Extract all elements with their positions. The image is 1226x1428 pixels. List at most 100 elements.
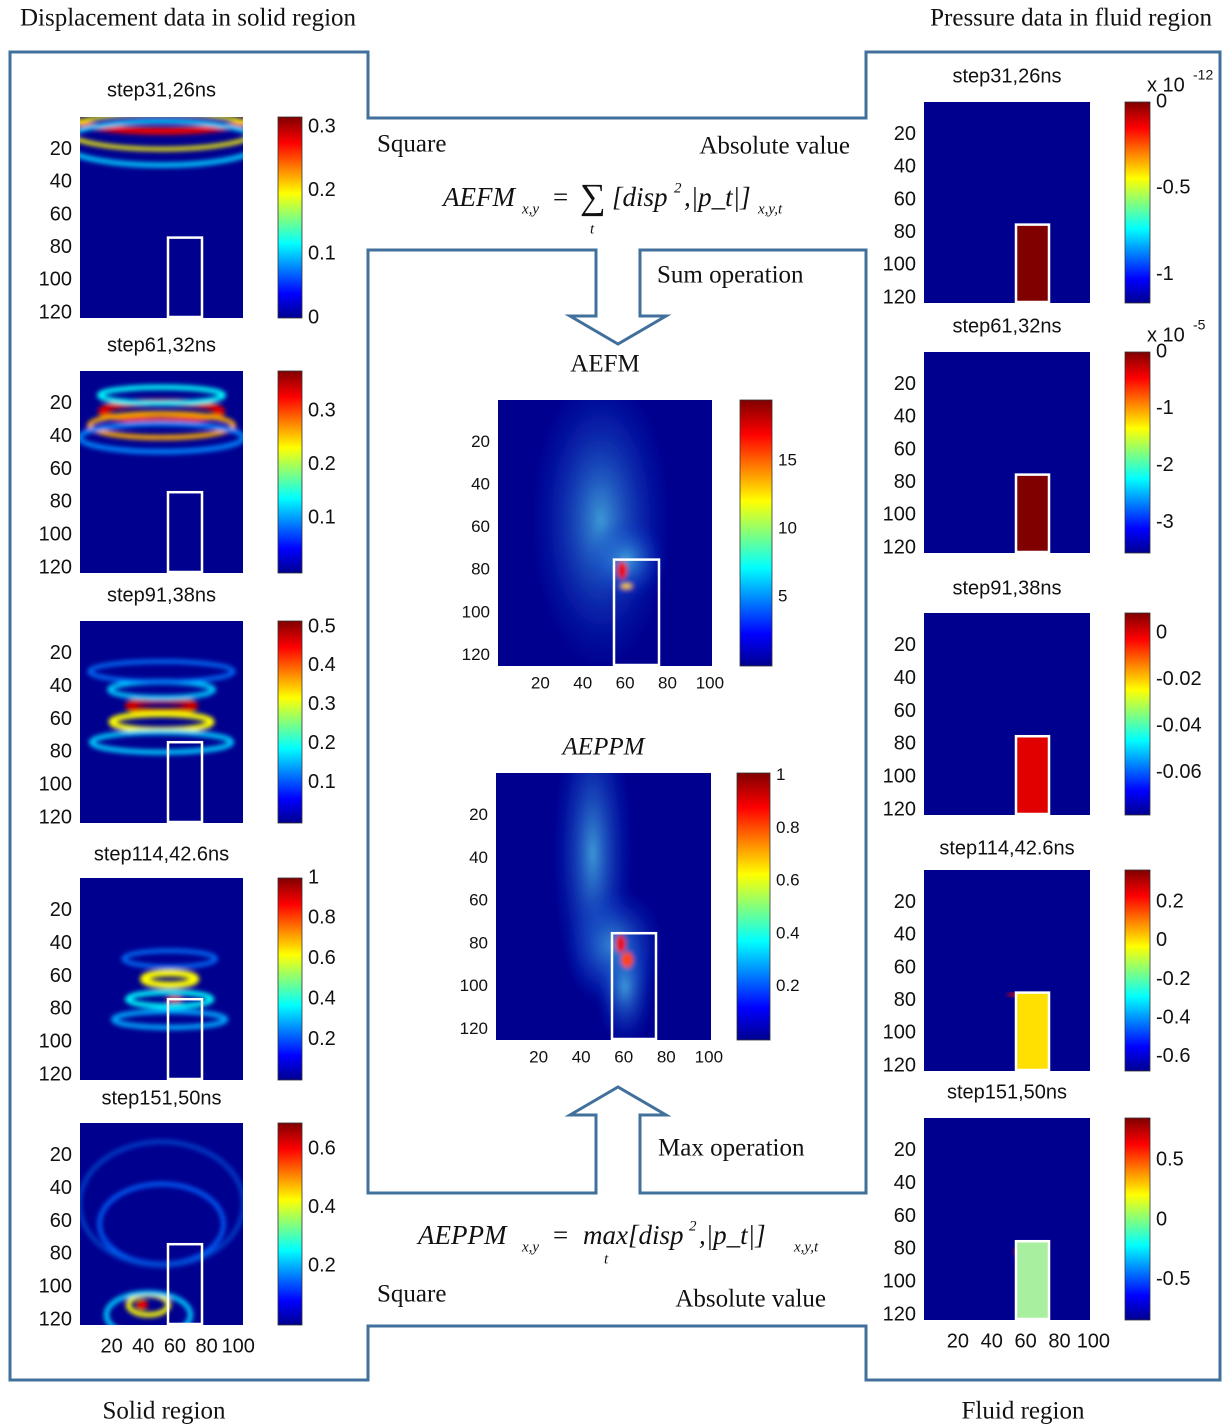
- inner-frame: [366, 248, 868, 1195]
- colorbar-tick-label: 0: [1156, 90, 1167, 112]
- colorbar-tick-label: 0.6: [308, 1138, 336, 1160]
- colorbar-tick-label: 0.5: [1156, 1149, 1184, 1171]
- y-tick-label: 20: [894, 634, 916, 656]
- y-tick-label: 20: [471, 432, 490, 451]
- formula-part: =: [553, 1220, 568, 1250]
- defect: [1014, 991, 1051, 1072]
- y-tick-label: 20: [50, 642, 72, 664]
- formula-sub: t: [590, 221, 595, 237]
- y-tick-label: 100: [883, 504, 916, 526]
- colorbar-tick-label: 0: [1156, 929, 1167, 951]
- colorbar: [1124, 101, 1151, 304]
- defect: [610, 931, 658, 1041]
- y-tick-label: 60: [50, 203, 72, 225]
- wave-front: [103, 1290, 193, 1325]
- hot-spot: [620, 583, 633, 590]
- colorbar-tick-label: 0.5: [308, 615, 336, 637]
- colorbar-tick-label: 5: [778, 586, 787, 605]
- y-tick-label: 20: [50, 1144, 72, 1166]
- wave-front: [80, 421, 243, 455]
- panel-title: step151,50ns: [947, 1081, 1067, 1103]
- x-tick-label: 80: [658, 673, 677, 692]
- heatmap: [924, 352, 1090, 553]
- heatmap-field: [87, 659, 236, 755]
- heatmap-field: [80, 1139, 243, 1325]
- x-tick-label: 40: [572, 1047, 591, 1066]
- y-tick-label: 120: [39, 806, 72, 828]
- y-tick-label: 60: [894, 956, 916, 978]
- y-tick-label: 40: [894, 924, 916, 946]
- y-tick-label: 100: [39, 1276, 72, 1298]
- heatmap: [924, 102, 1090, 303]
- heatmap-field: [80, 384, 243, 455]
- x-tick-label: 100: [695, 1047, 723, 1066]
- wave-front: [87, 411, 236, 441]
- colorbar-tick-label: 0.2: [776, 976, 800, 995]
- y-tick-label: 40: [50, 932, 72, 954]
- hot-spot: [621, 951, 634, 968]
- panel-title: step91,38ns: [953, 577, 1062, 599]
- y-tick-label: 100: [883, 254, 916, 276]
- wave-front: [80, 118, 243, 168]
- colorbar: [277, 116, 303, 319]
- hot-spot: [135, 1299, 148, 1310]
- panel-title: step61,32ns: [107, 334, 216, 356]
- y-tick-label: 120: [883, 798, 916, 820]
- formula-part: [disp: [628, 1220, 684, 1250]
- y-tick-label: 80: [894, 221, 916, 243]
- colorbar: [1124, 612, 1151, 816]
- heatmap: [924, 870, 1090, 1071]
- colorbar-tick-label: -1: [1156, 397, 1174, 419]
- wave-front: [125, 989, 215, 1009]
- panel-title: AEFM: [570, 351, 639, 378]
- y-tick-label: 80: [894, 989, 916, 1011]
- y-tick-label: 100: [462, 602, 490, 621]
- x-tick-label: 100: [696, 673, 724, 692]
- formula-part: =: [553, 182, 568, 212]
- y-tick-label: 100: [883, 766, 916, 788]
- defect: [166, 1242, 204, 1326]
- colorbar-tick-label: 0.1: [308, 507, 336, 529]
- colorbar-tick-label: 0.2: [308, 179, 336, 201]
- formula-sub: x,y: [521, 201, 539, 217]
- panel-title: step114,42.6ns: [939, 837, 1074, 859]
- y-tick-label: 40: [894, 156, 916, 178]
- colorbar-tick-label: -0.06: [1156, 761, 1202, 783]
- colorbar-tick-label: 0: [1156, 340, 1167, 362]
- y-tick-label: 100: [39, 774, 72, 796]
- y-tick-label: 80: [894, 733, 916, 755]
- hot-spot: [617, 561, 628, 580]
- y-tick-label: 80: [469, 933, 488, 952]
- y-tick-label: 100: [39, 1031, 72, 1053]
- colorbar-exponent: x 10: [1147, 74, 1185, 96]
- panel-title: step114,42.6ns: [94, 843, 229, 865]
- defect: [166, 236, 204, 319]
- y-tick-label: 120: [39, 1063, 72, 1085]
- y-tick-label: 100: [883, 1022, 916, 1044]
- y-tick-label: 80: [471, 560, 490, 579]
- colorbar-tick-label: 0.4: [308, 987, 336, 1009]
- colorbar-tick-label: -0.04: [1156, 714, 1202, 736]
- colorbar-tick-label: 1: [308, 866, 319, 888]
- colorbar-tick-label: 0.4: [308, 1196, 336, 1218]
- y-tick-label: 60: [469, 891, 488, 910]
- footer: Fluid region: [962, 1398, 1085, 1425]
- x-tick-label: 100: [222, 1335, 255, 1357]
- colorbar-tick-label: 0.6: [308, 947, 336, 969]
- panel-title: step31,26ns: [953, 65, 1062, 87]
- colorbar-tick-label: 0.4: [776, 923, 800, 942]
- colorbar: [1124, 351, 1151, 554]
- colorbar: [277, 620, 303, 824]
- colorbar-tick-label: 0.1: [308, 771, 336, 793]
- colorbar-tick-label: 0.2: [308, 1028, 336, 1050]
- colorbar-tick-label: 0.3: [308, 693, 336, 715]
- y-tick-label: 40: [894, 406, 916, 428]
- content: Displacement data in solid region Pressur…: [20, 5, 1213, 1425]
- heatmap-field: [80, 117, 243, 168]
- colorbar-tick-label: 0.2: [308, 1255, 336, 1277]
- colorbar-tick-label: 0.3: [308, 400, 336, 422]
- y-tick-label: 20: [894, 1139, 916, 1161]
- colorbar-tick-label: 1: [776, 765, 785, 784]
- x-tick-label: 60: [616, 673, 635, 692]
- defect: [166, 490, 204, 574]
